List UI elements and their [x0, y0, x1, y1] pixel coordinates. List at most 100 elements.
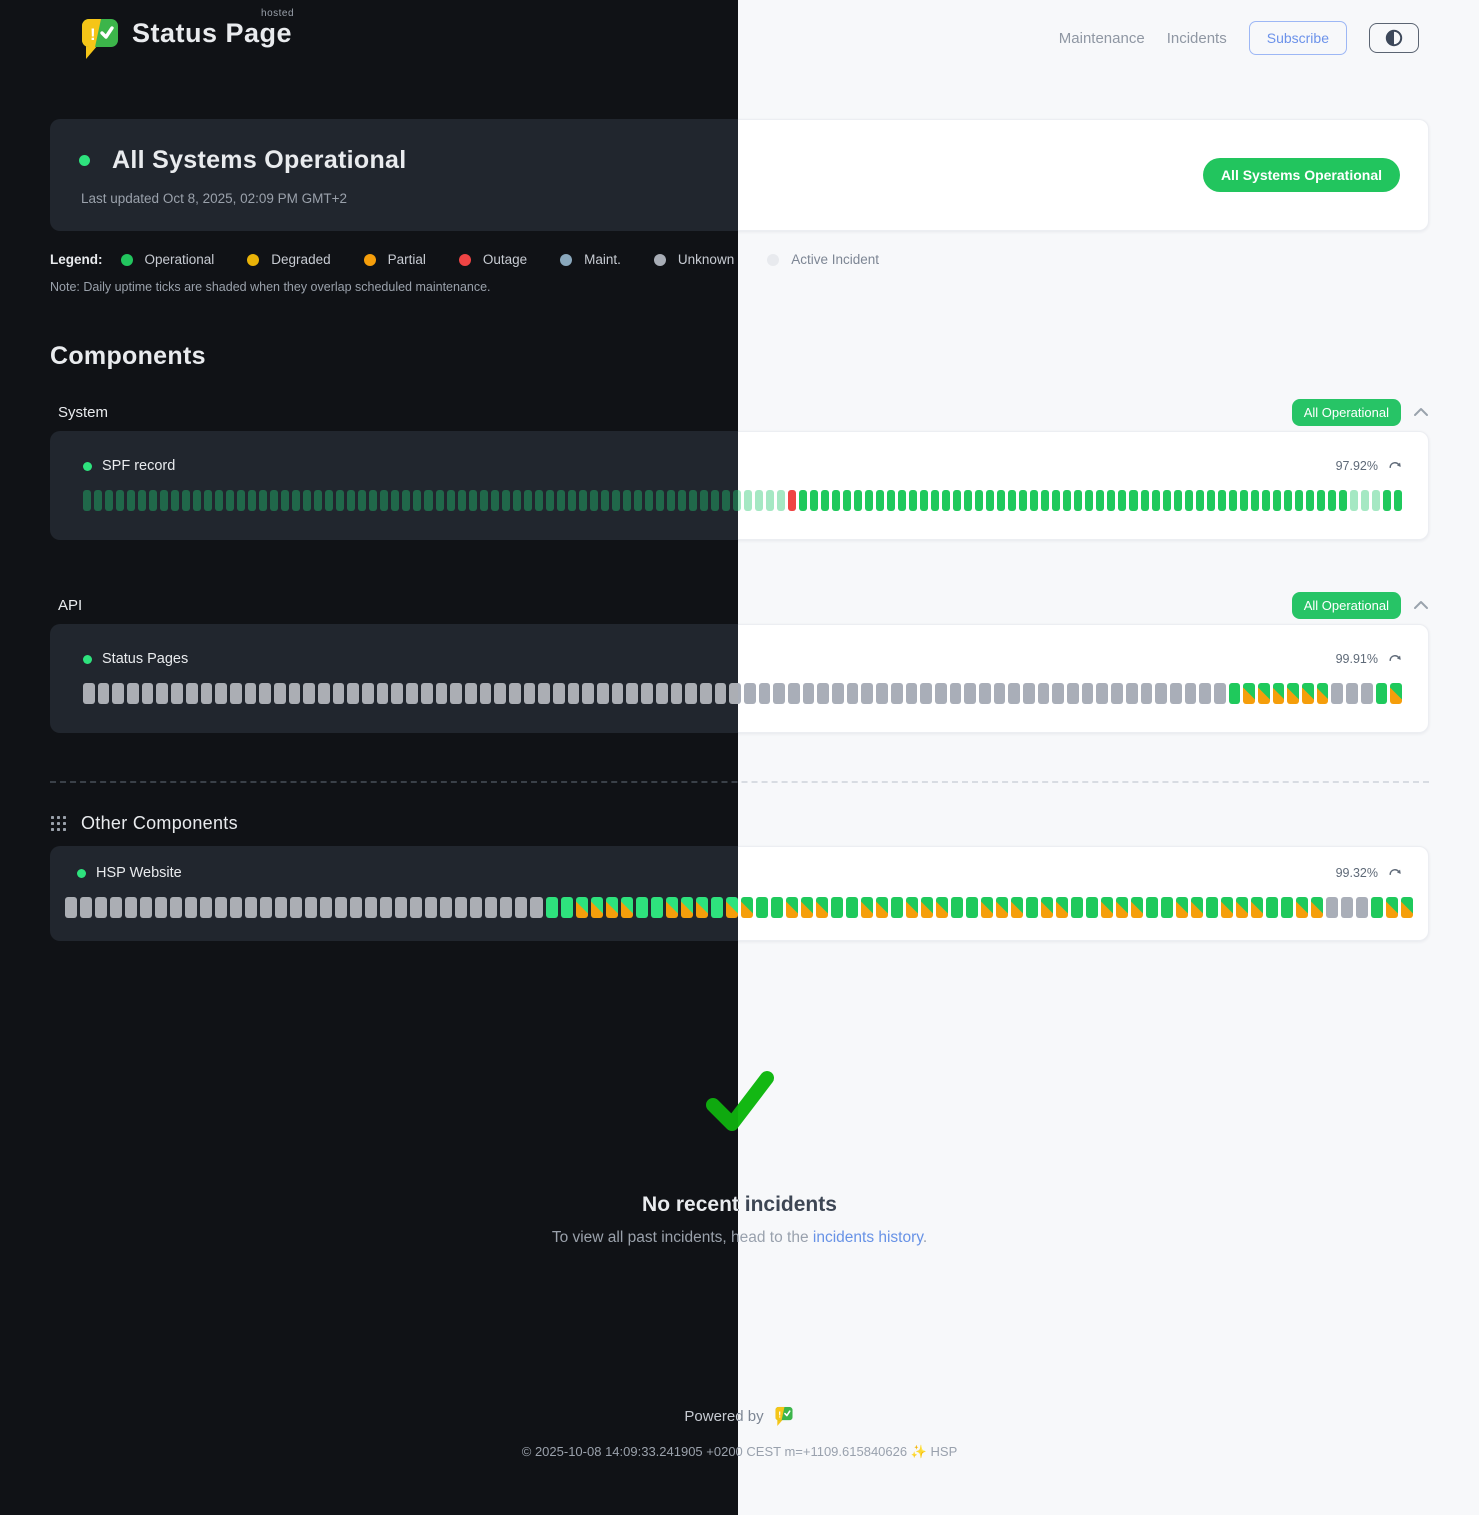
- uptime-tick-unk: [273, 683, 286, 704]
- uptime-tick-maint: [1390, 683, 1402, 704]
- uptime-tick-unk: [303, 683, 315, 704]
- refresh-icon[interactable]: [1388, 459, 1402, 473]
- uptime-tick-maint: [740, 897, 753, 918]
- uptime-tick-unk: [332, 683, 345, 704]
- grid-icon: [50, 815, 67, 832]
- uptime-tick-op: [1140, 490, 1149, 511]
- uptime-tick-unk: [1067, 683, 1079, 704]
- uptime-tick-op: [986, 490, 995, 511]
- uptime-tick-unk: [335, 897, 348, 918]
- uptime-tick-op: [845, 897, 858, 918]
- uptime-tick-unk: [1326, 897, 1339, 918]
- uptime-tick-op: [1250, 490, 1259, 511]
- uptime-tick-unk: [440, 897, 453, 918]
- uptime-tick-unk: [494, 683, 506, 704]
- uptime-tick-unk: [1125, 683, 1138, 704]
- group-header-system: System All Operational: [738, 397, 1429, 427]
- uptime-tick-unk: [738, 683, 741, 704]
- group-status-badge: All Operational: [1291, 398, 1401, 426]
- uptime-tick-op: [1030, 490, 1039, 511]
- theme-toggle-button[interactable]: [1369, 23, 1419, 53]
- footer-brand-icon[interactable]: !: [773, 1405, 795, 1427]
- uptime-tick-maint: [1386, 897, 1399, 918]
- uptime-tick-dim: [600, 490, 609, 511]
- uptime-tick-unk: [949, 683, 962, 704]
- uptime-tick-unk: [1341, 897, 1354, 918]
- uptime-tick-dim: [622, 490, 631, 511]
- uptime-tick-op: [1266, 897, 1279, 918]
- uptime-tick-op: [710, 897, 723, 918]
- uptime-tick-unk: [1346, 683, 1358, 704]
- uptime-tick-unk: [185, 683, 198, 704]
- uptime-tick-maint: [800, 897, 813, 918]
- uptime-tick-op: [1086, 897, 1099, 918]
- uptime-tick-dim: [193, 490, 202, 511]
- uptime-tick-unk: [80, 897, 93, 918]
- uptime-tick-unk: [380, 897, 393, 918]
- uptime-tick-unk: [395, 897, 408, 918]
- uptime-tick-dim: [710, 490, 719, 511]
- uptime-tick-unk: [125, 897, 138, 918]
- uptime-tick-unk: [1199, 683, 1211, 704]
- chevron-up-icon[interactable]: [1413, 407, 1429, 417]
- uptime-tick-dim: [721, 490, 730, 511]
- uptime-tick-dim: [512, 490, 521, 511]
- subscribe-button[interactable]: Subscribe: [1248, 21, 1347, 55]
- uptime-tick-unk: [846, 683, 859, 704]
- uptime-tick-unk: [229, 683, 242, 704]
- uptime-tick-unk: [1111, 683, 1123, 704]
- uptime-tick-op: [545, 897, 558, 918]
- uptime-tick-dim: [644, 490, 653, 511]
- uptime-tick-op: [650, 897, 663, 918]
- refresh-icon[interactable]: [1388, 652, 1402, 666]
- uptime-tick-unk: [876, 683, 888, 704]
- uptime-tick-dim: [545, 490, 554, 511]
- uptime-tick-dim: [116, 490, 125, 511]
- component-status-dot: [77, 868, 86, 878]
- overall-status-title: All Systems Operational: [112, 146, 407, 174]
- uptime-tick-maint: [1401, 897, 1414, 918]
- brand-hosted-label: hosted: [261, 8, 295, 19]
- uptime-tick-dim: [699, 490, 708, 511]
- other-components-header: Other Components: [738, 813, 1429, 834]
- uptime-tick-unk: [320, 897, 333, 918]
- uptime-tick-unk: [141, 683, 154, 704]
- powered-by: Powered by !: [738, 1405, 1429, 1427]
- uptime-tick-dim: [248, 490, 257, 511]
- refresh-icon[interactable]: [1388, 866, 1402, 880]
- uptime-tick-dim: [501, 490, 510, 511]
- nav-maintenance[interactable]: Maintenance: [1058, 29, 1145, 47]
- brand-logo[interactable]: ! Status Page hosted: [78, 8, 294, 61]
- big-checkmark-icon: [738, 1071, 774, 1128]
- uptime-tick-dim: [534, 490, 543, 511]
- uptime-tick-unk: [978, 683, 991, 704]
- uptime-tick-op: [887, 490, 896, 511]
- uptime-tick-op: [1026, 897, 1039, 918]
- uptime-tick-op: [920, 490, 929, 511]
- uptime-tick-unk: [553, 683, 565, 704]
- uptime-tick-dim: [160, 490, 169, 511]
- uptime-tick-dim: [677, 490, 686, 511]
- nav-incidents[interactable]: Incidents: [1166, 29, 1227, 47]
- incidents-history-link[interactable]: incidents history: [812, 1229, 923, 1246]
- operational-dot: [120, 253, 133, 266]
- uptime-tick-unk: [171, 683, 183, 704]
- uptime-tick-maint: [1101, 897, 1114, 918]
- uptime-tick-unk: [450, 683, 462, 704]
- uptime-tick-unk: [817, 683, 830, 704]
- uptime-tick-unk: [515, 897, 528, 918]
- uptime-tick-dim: [413, 490, 422, 511]
- uptime-tick-unk: [964, 683, 976, 704]
- last-updated-text: Last updated Oct 8, 2025, 02:09 PM GMT+2: [81, 191, 348, 206]
- uptime-tick-dim: [369, 490, 378, 511]
- uptime-tick-unk: [215, 683, 227, 704]
- uptime-tick-dim: [226, 490, 235, 511]
- uptime-ticks-bar: [738, 683, 1402, 704]
- uptime-tick-maint: [1311, 897, 1324, 918]
- uptime-tick-maint: [860, 897, 873, 918]
- uptime-tick-op: [1195, 490, 1204, 511]
- uptime-tick-unk: [508, 683, 521, 704]
- chevron-up-icon[interactable]: [1413, 600, 1429, 610]
- legend: Legend: Operational Degraded Partial Out…: [738, 252, 1429, 267]
- uptime-tick-unk: [758, 683, 771, 704]
